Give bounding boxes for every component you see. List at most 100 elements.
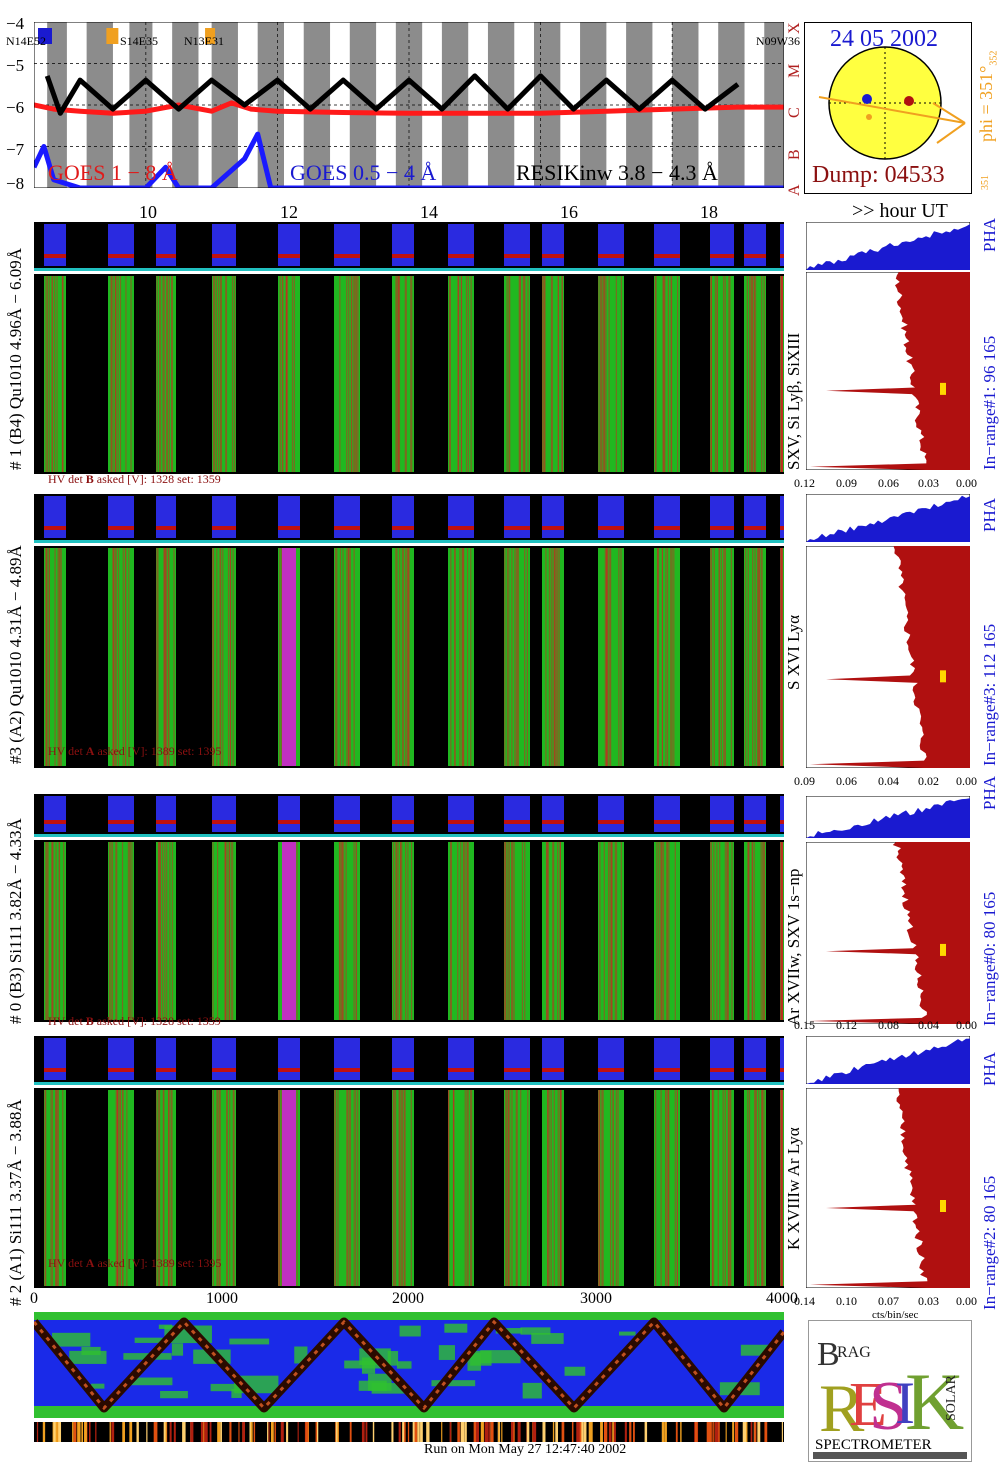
- spectrum-fill: [810, 842, 970, 1024]
- pha-band: [156, 254, 176, 258]
- pha-window: [744, 496, 766, 538]
- flare-band: [282, 548, 296, 766]
- strip-tick: [335, 1422, 338, 1442]
- pha-window: [278, 224, 300, 266]
- centroid-marker: [940, 1200, 946, 1212]
- noise-line: [620, 276, 623, 472]
- noise-line: [128, 548, 130, 766]
- noise-line: [618, 548, 620, 766]
- pha-window: [392, 796, 414, 832]
- bottom-xtick: 4000: [766, 1290, 798, 1307]
- strip-tick: [552, 1422, 555, 1442]
- spectrum-window: [654, 276, 680, 472]
- noise-line: [614, 842, 616, 1020]
- series-line: [44, 73, 740, 116]
- noise-line: [555, 548, 557, 766]
- series-line: [33, 100, 784, 116]
- pha-band: [744, 254, 766, 258]
- noise-line: [747, 548, 749, 766]
- hv-det: A: [85, 744, 95, 758]
- noise-line: [754, 548, 756, 766]
- region-marker: [205, 28, 216, 44]
- noise-line: [711, 1090, 714, 1286]
- noise-line: [508, 842, 510, 1020]
- pha-band: [334, 526, 360, 530]
- noise-line: [720, 548, 722, 766]
- pha-band: [334, 254, 360, 258]
- noise-line: [780, 276, 782, 472]
- noise-line: [654, 1090, 657, 1286]
- pha-window: [392, 496, 414, 538]
- pha-band: [448, 820, 474, 824]
- noise-line: [346, 548, 348, 766]
- strip-tick: [250, 1422, 253, 1442]
- noise-line: [509, 1090, 511, 1286]
- spectrum-tick: 0.00: [956, 1294, 977, 1308]
- hv-text: HV det B asked [V]: 1328 set: 1359: [48, 1014, 221, 1029]
- strip-tick: [297, 1422, 299, 1442]
- spectrum-window: [44, 842, 66, 1020]
- noise-line: [666, 842, 669, 1020]
- noise-line: [466, 1090, 468, 1286]
- pha-window: [504, 496, 530, 538]
- noise-line: [717, 1090, 719, 1286]
- strip-tick: [612, 1422, 616, 1442]
- noise-line: [115, 548, 117, 766]
- noise-line: [226, 1090, 228, 1286]
- noise-line: [173, 548, 175, 766]
- noise-line: [617, 1090, 619, 1286]
- noise-line: [171, 276, 173, 472]
- pha-window: [710, 796, 734, 832]
- noise-line: [278, 1090, 280, 1286]
- noise-line: [454, 548, 456, 766]
- noise-line: [755, 276, 757, 472]
- pha-window: [542, 796, 564, 832]
- noise-line: [605, 276, 607, 472]
- noise-line: [55, 1090, 57, 1286]
- strip-tick: [89, 1422, 91, 1442]
- spectrum-tick: 0.06: [878, 476, 899, 490]
- noise-line: [46, 276, 48, 472]
- noise-line: [50, 1090, 52, 1286]
- noise-line: [462, 842, 465, 1020]
- class-letter: X: [786, 22, 803, 34]
- noise-line: [711, 548, 713, 766]
- noise-line: [162, 276, 164, 472]
- noise-line: [724, 548, 726, 766]
- pha-band: [654, 526, 680, 530]
- orbit-arrow: [818, 96, 966, 124]
- strip-tick: [734, 1422, 739, 1442]
- noise-line: [761, 548, 763, 766]
- noise-line: [218, 276, 220, 472]
- noise-line: [754, 1090, 756, 1286]
- noise-line: [524, 842, 526, 1020]
- noise-line: [763, 276, 765, 472]
- noise-line: [763, 1090, 765, 1286]
- noise-line: [753, 842, 755, 1020]
- strip-tick: [200, 1422, 204, 1442]
- scan-patch: [619, 1331, 636, 1336]
- noise-line: [470, 548, 472, 766]
- noise-line: [598, 276, 600, 472]
- goes-ytick: −8: [6, 174, 25, 193]
- noise-line: [353, 842, 355, 1020]
- obs-date: 24 05 2002: [830, 26, 938, 52]
- scan-band: [34, 1312, 784, 1320]
- noise-line: [753, 276, 755, 472]
- noise-line: [452, 1090, 455, 1286]
- pha-band: [108, 254, 134, 258]
- noise-line: [602, 1090, 604, 1286]
- pha-band: [504, 254, 530, 258]
- pha-window: [278, 796, 300, 832]
- noise-line: [558, 548, 560, 766]
- strip-tick: [675, 1422, 678, 1442]
- scan-patch: [438, 1345, 455, 1360]
- noise-line: [665, 1090, 667, 1286]
- noise-line: [291, 276, 294, 472]
- noise-line: [714, 276, 716, 472]
- spectrum-tick: 0.02: [918, 774, 939, 788]
- noise-line: [397, 842, 399, 1020]
- pha-window: [212, 1038, 236, 1080]
- noise-line: [57, 1090, 59, 1286]
- strip-tick: [604, 1422, 608, 1442]
